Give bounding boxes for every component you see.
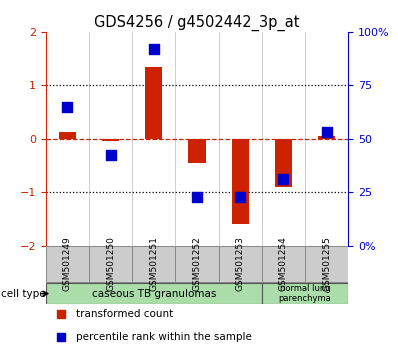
Title: GDS4256 / g4502442_3p_at: GDS4256 / g4502442_3p_at: [94, 14, 300, 30]
Bar: [59, 132, 76, 139]
Point: [237, 195, 244, 200]
Point: [107, 152, 114, 158]
Text: normal lung
parenchyma: normal lung parenchyma: [279, 284, 332, 303]
Point: [324, 130, 330, 135]
Text: GSM501250: GSM501250: [106, 236, 115, 291]
Bar: [262, 246, 305, 282]
Bar: [232, 139, 249, 224]
Bar: [275, 139, 292, 187]
Text: cell type: cell type: [1, 289, 46, 299]
Bar: [262, 284, 348, 304]
Text: GSM501252: GSM501252: [193, 236, 201, 291]
Point: [58, 311, 64, 317]
Text: GSM501254: GSM501254: [279, 236, 288, 291]
Bar: [145, 67, 162, 139]
Bar: [89, 246, 132, 282]
Bar: [102, 139, 119, 141]
Text: GSM501255: GSM501255: [322, 236, 331, 291]
Text: GSM501253: GSM501253: [236, 236, 245, 291]
Bar: [132, 246, 176, 282]
Text: GSM501251: GSM501251: [149, 236, 158, 291]
Point: [64, 104, 70, 109]
Bar: [219, 246, 262, 282]
Bar: [188, 139, 206, 163]
Point: [58, 335, 64, 340]
Bar: [305, 246, 348, 282]
Text: caseous TB granulomas: caseous TB granulomas: [92, 289, 216, 299]
Text: GSM501249: GSM501249: [63, 236, 72, 291]
Bar: [176, 246, 219, 282]
Text: percentile rank within the sample: percentile rank within the sample: [76, 332, 252, 342]
Point: [150, 46, 157, 52]
Point: [194, 195, 200, 200]
Bar: [46, 284, 262, 304]
Bar: [46, 246, 89, 282]
Point: [280, 176, 287, 182]
Bar: [318, 136, 335, 139]
Text: transformed count: transformed count: [76, 309, 173, 319]
